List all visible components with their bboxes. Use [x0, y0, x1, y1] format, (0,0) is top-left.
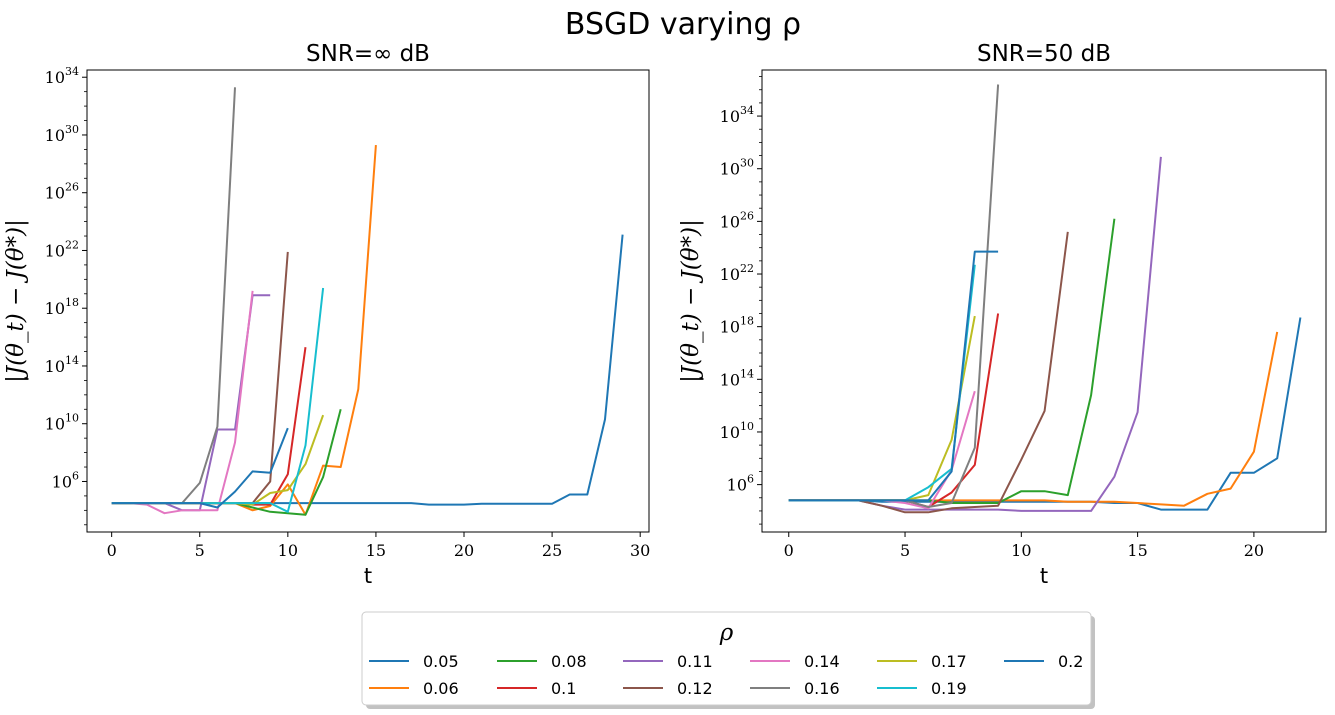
- series-line-0.05: [788, 317, 1302, 511]
- series-line-0.14: [111, 290, 254, 515]
- figure-title: BSGD varying ρ: [565, 7, 801, 42]
- legend-item-0.05: 0.05: [369, 652, 459, 671]
- legend-label: 0.16: [804, 679, 840, 698]
- legend-item-0.17: 0.17: [877, 652, 967, 671]
- series-line-0.2: [788, 250, 999, 502]
- x-tick-label: 10: [278, 541, 298, 560]
- panel-2: 0 5 10 15 20 106 1010 1014 1018 1022 1026 1030 1034 S…: [678, 41, 1327, 588]
- y-tick-label: 1026: [720, 209, 754, 231]
- series-line-0.08: [788, 218, 1116, 504]
- y-tick-label: 106: [727, 473, 754, 495]
- series-line-0.19: [788, 264, 976, 502]
- legend-label: 0.19: [931, 679, 967, 698]
- legend-label: 0.1: [551, 679, 576, 698]
- y-tick-label: 1022: [720, 262, 754, 284]
- y-tick-label: 106: [52, 469, 79, 491]
- legend-label: 0.11: [677, 652, 713, 671]
- x-tick-label: 30: [630, 541, 650, 560]
- series-line-0.12: [788, 231, 1069, 514]
- legend-label: 0.14: [804, 652, 840, 671]
- y-tick-label: 1034: [720, 104, 754, 126]
- legend-label: 0.08: [551, 652, 587, 671]
- legend-label: 0.12: [677, 679, 713, 698]
- legend-label: 0.2: [1058, 652, 1083, 671]
- series-line-0.1: [111, 347, 307, 506]
- legend-box: [361, 611, 1092, 706]
- legend: ρ 0.05 0.06 0.08 0.1 0.11 0.12 0.14 0.16 0.17 0.19…: [361, 611, 1095, 709]
- plot-area: [761, 69, 1327, 533]
- y-tick-label: 1030: [720, 157, 754, 179]
- x-tick-label: 0: [784, 541, 794, 560]
- y-tick-label: 1026: [45, 181, 79, 203]
- x-axis-label: t: [364, 564, 372, 588]
- y-tick-label: 1018: [45, 296, 79, 318]
- series-line-0.16: [788, 84, 1000, 508]
- y-tick-label: 1010: [45, 412, 79, 434]
- legend-item-0.06: 0.06: [369, 679, 459, 698]
- y-tick-label: 1014: [720, 367, 754, 389]
- plot-area: [86, 69, 650, 533]
- series-line-0.12: [111, 251, 289, 505]
- legend-item-0.12: 0.12: [623, 679, 713, 698]
- panel-title: SNR=50 dB: [977, 41, 1111, 67]
- y-tick-label: 1030: [45, 123, 79, 145]
- x-tick-label: 5: [900, 541, 910, 560]
- x-tick-label: 5: [195, 541, 205, 560]
- x-tick-label: 20: [1244, 541, 1264, 560]
- panel-title: SNR=∞ dB: [306, 41, 430, 67]
- x-tick-label: 15: [1127, 541, 1147, 560]
- legend-label: 0.05: [423, 652, 459, 671]
- y-axis-label: |J(θ_t) − J(θ*)|: [3, 219, 29, 383]
- legend-item-0.14: 0.14: [750, 652, 840, 671]
- legend-item-0.19: 0.19: [877, 679, 967, 698]
- series-line-0.2: [111, 427, 289, 509]
- y-tick-label: 1010: [720, 420, 754, 442]
- y-tick-label: 1018: [720, 315, 754, 337]
- y-tick-label: 1034: [45, 65, 79, 87]
- x-tick-label: 20: [454, 541, 474, 560]
- panel-1: 0 5 10 15 20 25 30 106 1010 1014 1018 1022 1026 1030 1…: [3, 41, 650, 588]
- y-tick-label: 1014: [45, 354, 79, 376]
- series-line-0.19: [111, 287, 325, 513]
- legend-item-0.11: 0.11: [623, 652, 713, 671]
- legend-item-0.1: 0.1: [497, 679, 576, 698]
- series-line-0.16: [111, 87, 236, 505]
- series-line-0.06: [788, 331, 1279, 507]
- x-tick-label: 25: [542, 541, 562, 560]
- legend-item-0.2: 0.2: [1004, 652, 1083, 671]
- x-axis-label: t: [1040, 564, 1048, 588]
- x-tick-label: 0: [107, 541, 117, 560]
- x-tick-label: 10: [1011, 541, 1031, 560]
- y-axis-label: |J(θ_t) − J(θ*)|: [678, 219, 704, 383]
- legend-item-0.16: 0.16: [750, 679, 840, 698]
- series-line-0.06: [111, 145, 377, 516]
- legend-label: 0.06: [423, 679, 459, 698]
- series-line-0.11: [788, 156, 1162, 512]
- legend-label: 0.17: [931, 652, 967, 671]
- x-tick-label: 15: [366, 541, 386, 560]
- legend-item-0.08: 0.08: [497, 652, 587, 671]
- legend-title: ρ: [719, 620, 734, 646]
- y-tick-label: 1022: [45, 238, 79, 260]
